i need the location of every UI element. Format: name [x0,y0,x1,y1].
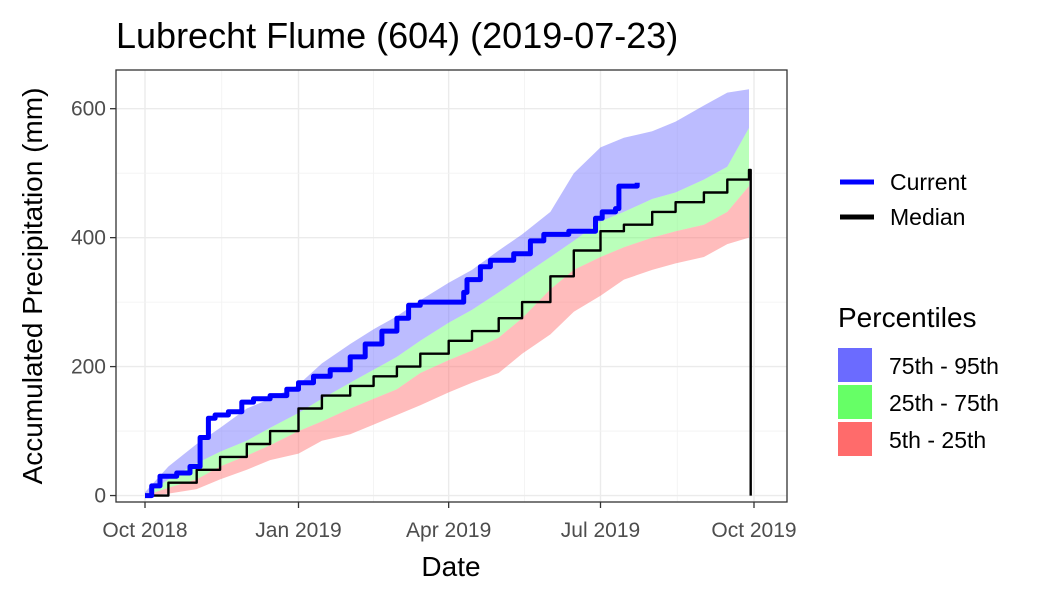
y-tick-label-1: 200 [71,356,106,379]
legend-percentiles: 75th - 95th 25th - 75th 5th - 25th [838,348,999,456]
x-tick-label-3: Jul 2019 [561,519,640,542]
x-tick-label-2: Apr 2019 [406,519,491,542]
series-line-current [145,182,640,499]
grid-lines [116,70,787,502]
legend-band-label-0: 75th - 95th [889,353,999,379]
y-tick-label-2: 400 [71,227,106,250]
x-axis-title: Date [421,551,480,582]
legend-swatch-0 [838,348,872,382]
percentile-bands [145,89,749,496]
y-tick-label-3: 600 [71,98,106,121]
chart-title: Lubrecht Flume (604) (2019-07-23) [116,15,678,56]
legend-swatch-1 [838,385,872,419]
plot-panel [116,70,787,502]
y-axis-title: Accumulated Precipitation (mm) [17,88,48,485]
x-tick-label-4: Oct 2019 [711,519,796,542]
legend-lines: Current Median [840,169,967,230]
plot-border [115,69,788,503]
legend-band-label-2: 5th - 25th [889,427,986,453]
series-line-median [145,168,752,497]
legend-swatch-2 [838,422,872,456]
legend-label-median: Median [890,204,965,230]
axis-ticks: Oct 2018 Jan 2019 Apr 2019 Jul 2019 Oct 2019… [71,98,797,542]
legend-label-current: Current [890,169,967,195]
y-tick-label-0: 0 [94,485,106,508]
x-tick-label-1: Jan 2019 [255,519,341,542]
band-0 [145,89,749,496]
x-tick-label-0: Oct 2018 [102,519,187,542]
series-lines [145,168,752,499]
band-2 [145,186,749,496]
legend-band-label-1: 25th - 75th [889,390,999,416]
legend-percentiles-title: Percentiles [838,302,977,333]
